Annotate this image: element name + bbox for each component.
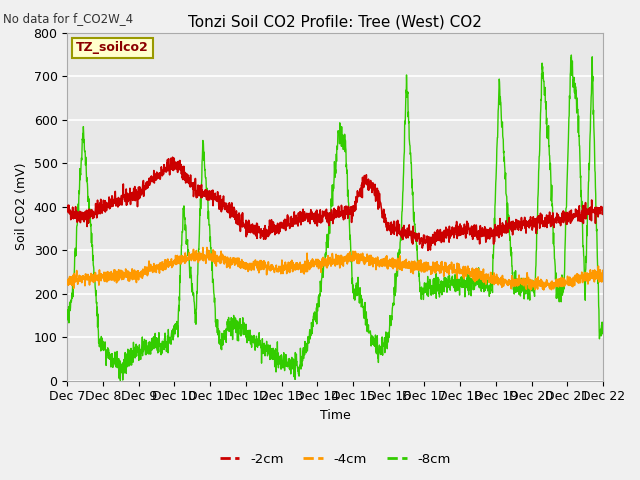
Legend: -2cm, -4cm, -8cm: -2cm, -4cm, -8cm <box>214 448 456 471</box>
Text: No data for f_CO2W_4: No data for f_CO2W_4 <box>3 12 133 25</box>
Y-axis label: Soil CO2 (mV): Soil CO2 (mV) <box>15 163 28 250</box>
X-axis label: Time: Time <box>320 409 351 422</box>
Title: Tonzi Soil CO2 Profile: Tree (West) CO2: Tonzi Soil CO2 Profile: Tree (West) CO2 <box>188 15 482 30</box>
